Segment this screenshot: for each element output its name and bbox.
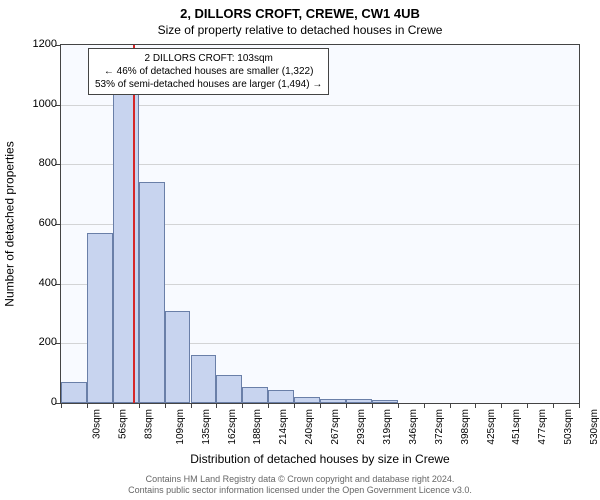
x-tick-mark	[424, 403, 425, 408]
x-tick-label: 346sqm	[408, 403, 419, 445]
property-marker-line	[133, 45, 135, 403]
x-tick-mark	[527, 403, 528, 408]
footer-line-2: Contains public sector information licen…	[0, 485, 600, 496]
histogram-bar	[191, 355, 217, 403]
x-axis-label: Distribution of detached houses by size …	[60, 452, 580, 466]
info-line-1: 2 DILLORS CROFT: 103sqm	[95, 52, 322, 65]
info-line-2: ← 46% of detached houses are smaller (1,…	[95, 65, 322, 78]
x-tick-label: 477sqm	[537, 403, 548, 445]
gridline	[61, 164, 579, 165]
x-tick-mark	[553, 403, 554, 408]
x-tick-label: 83sqm	[143, 403, 154, 439]
x-tick-label: 293sqm	[356, 403, 367, 445]
chart-container: 2, DILLORS CROFT, CREWE, CW1 4UB Size of…	[0, 0, 600, 500]
x-tick-label: 267sqm	[330, 403, 341, 445]
x-tick-label: 319sqm	[382, 403, 393, 445]
x-tick-label: 214sqm	[278, 403, 289, 445]
x-tick-mark	[242, 403, 243, 408]
page-title: 2, DILLORS CROFT, CREWE, CW1 4UB	[0, 0, 600, 21]
x-tick-mark	[139, 403, 140, 408]
y-tick-label: 1200	[17, 38, 57, 50]
y-tick-label: 600	[17, 217, 57, 229]
y-axis-label: Number of detached properties	[3, 141, 17, 306]
x-tick-mark	[501, 403, 502, 408]
histogram-bar	[139, 182, 165, 403]
y-tick-label: 1000	[17, 98, 57, 110]
x-tick-label: 530sqm	[589, 403, 600, 445]
histogram-bar	[87, 233, 113, 403]
chart-subtitle: Size of property relative to detached ho…	[0, 21, 600, 37]
histogram-bar	[242, 387, 268, 403]
x-tick-label: 162sqm	[227, 403, 238, 445]
x-tick-mark	[372, 403, 373, 408]
chart-footer: Contains HM Land Registry data © Crown c…	[0, 474, 600, 496]
x-tick-label: 398sqm	[460, 403, 471, 445]
x-tick-mark	[320, 403, 321, 408]
x-tick-mark	[61, 403, 62, 408]
x-tick-mark	[294, 403, 295, 408]
x-tick-label: 30sqm	[92, 403, 103, 439]
x-tick-mark	[450, 403, 451, 408]
x-tick-label: 451sqm	[511, 403, 522, 445]
x-tick-label: 503sqm	[563, 403, 574, 445]
footer-line-1: Contains HM Land Registry data © Crown c…	[0, 474, 600, 485]
histogram-bar	[165, 311, 191, 403]
y-tick-label: 0	[17, 396, 57, 408]
plot-area: 30sqm56sqm83sqm109sqm135sqm162sqm188sqm2…	[60, 44, 580, 404]
x-tick-mark	[579, 403, 580, 408]
histogram-bar	[216, 375, 242, 403]
x-tick-mark	[475, 403, 476, 408]
x-tick-label: 372sqm	[434, 403, 445, 445]
gridline	[61, 105, 579, 106]
x-tick-label: 425sqm	[486, 403, 497, 445]
y-tick-label: 200	[17, 336, 57, 348]
x-tick-mark	[165, 403, 166, 408]
x-tick-label: 240sqm	[304, 403, 315, 445]
x-tick-mark	[216, 403, 217, 408]
histogram-bar	[268, 390, 294, 403]
info-line-3: 53% of semi-detached houses are larger (…	[95, 78, 322, 91]
y-tick-label: 800	[17, 157, 57, 169]
x-tick-mark	[398, 403, 399, 408]
x-tick-mark	[87, 403, 88, 408]
info-box: 2 DILLORS CROFT: 103sqm← 46% of detached…	[88, 48, 329, 95]
x-tick-label: 188sqm	[252, 403, 263, 445]
y-tick-label: 400	[17, 277, 57, 289]
x-tick-mark	[113, 403, 114, 408]
x-tick-mark	[191, 403, 192, 408]
x-tick-label: 56sqm	[117, 403, 128, 439]
x-tick-label: 135sqm	[201, 403, 212, 445]
histogram-bar	[61, 382, 87, 403]
x-tick-label: 109sqm	[175, 403, 186, 445]
x-tick-mark	[268, 403, 269, 408]
x-tick-mark	[346, 403, 347, 408]
